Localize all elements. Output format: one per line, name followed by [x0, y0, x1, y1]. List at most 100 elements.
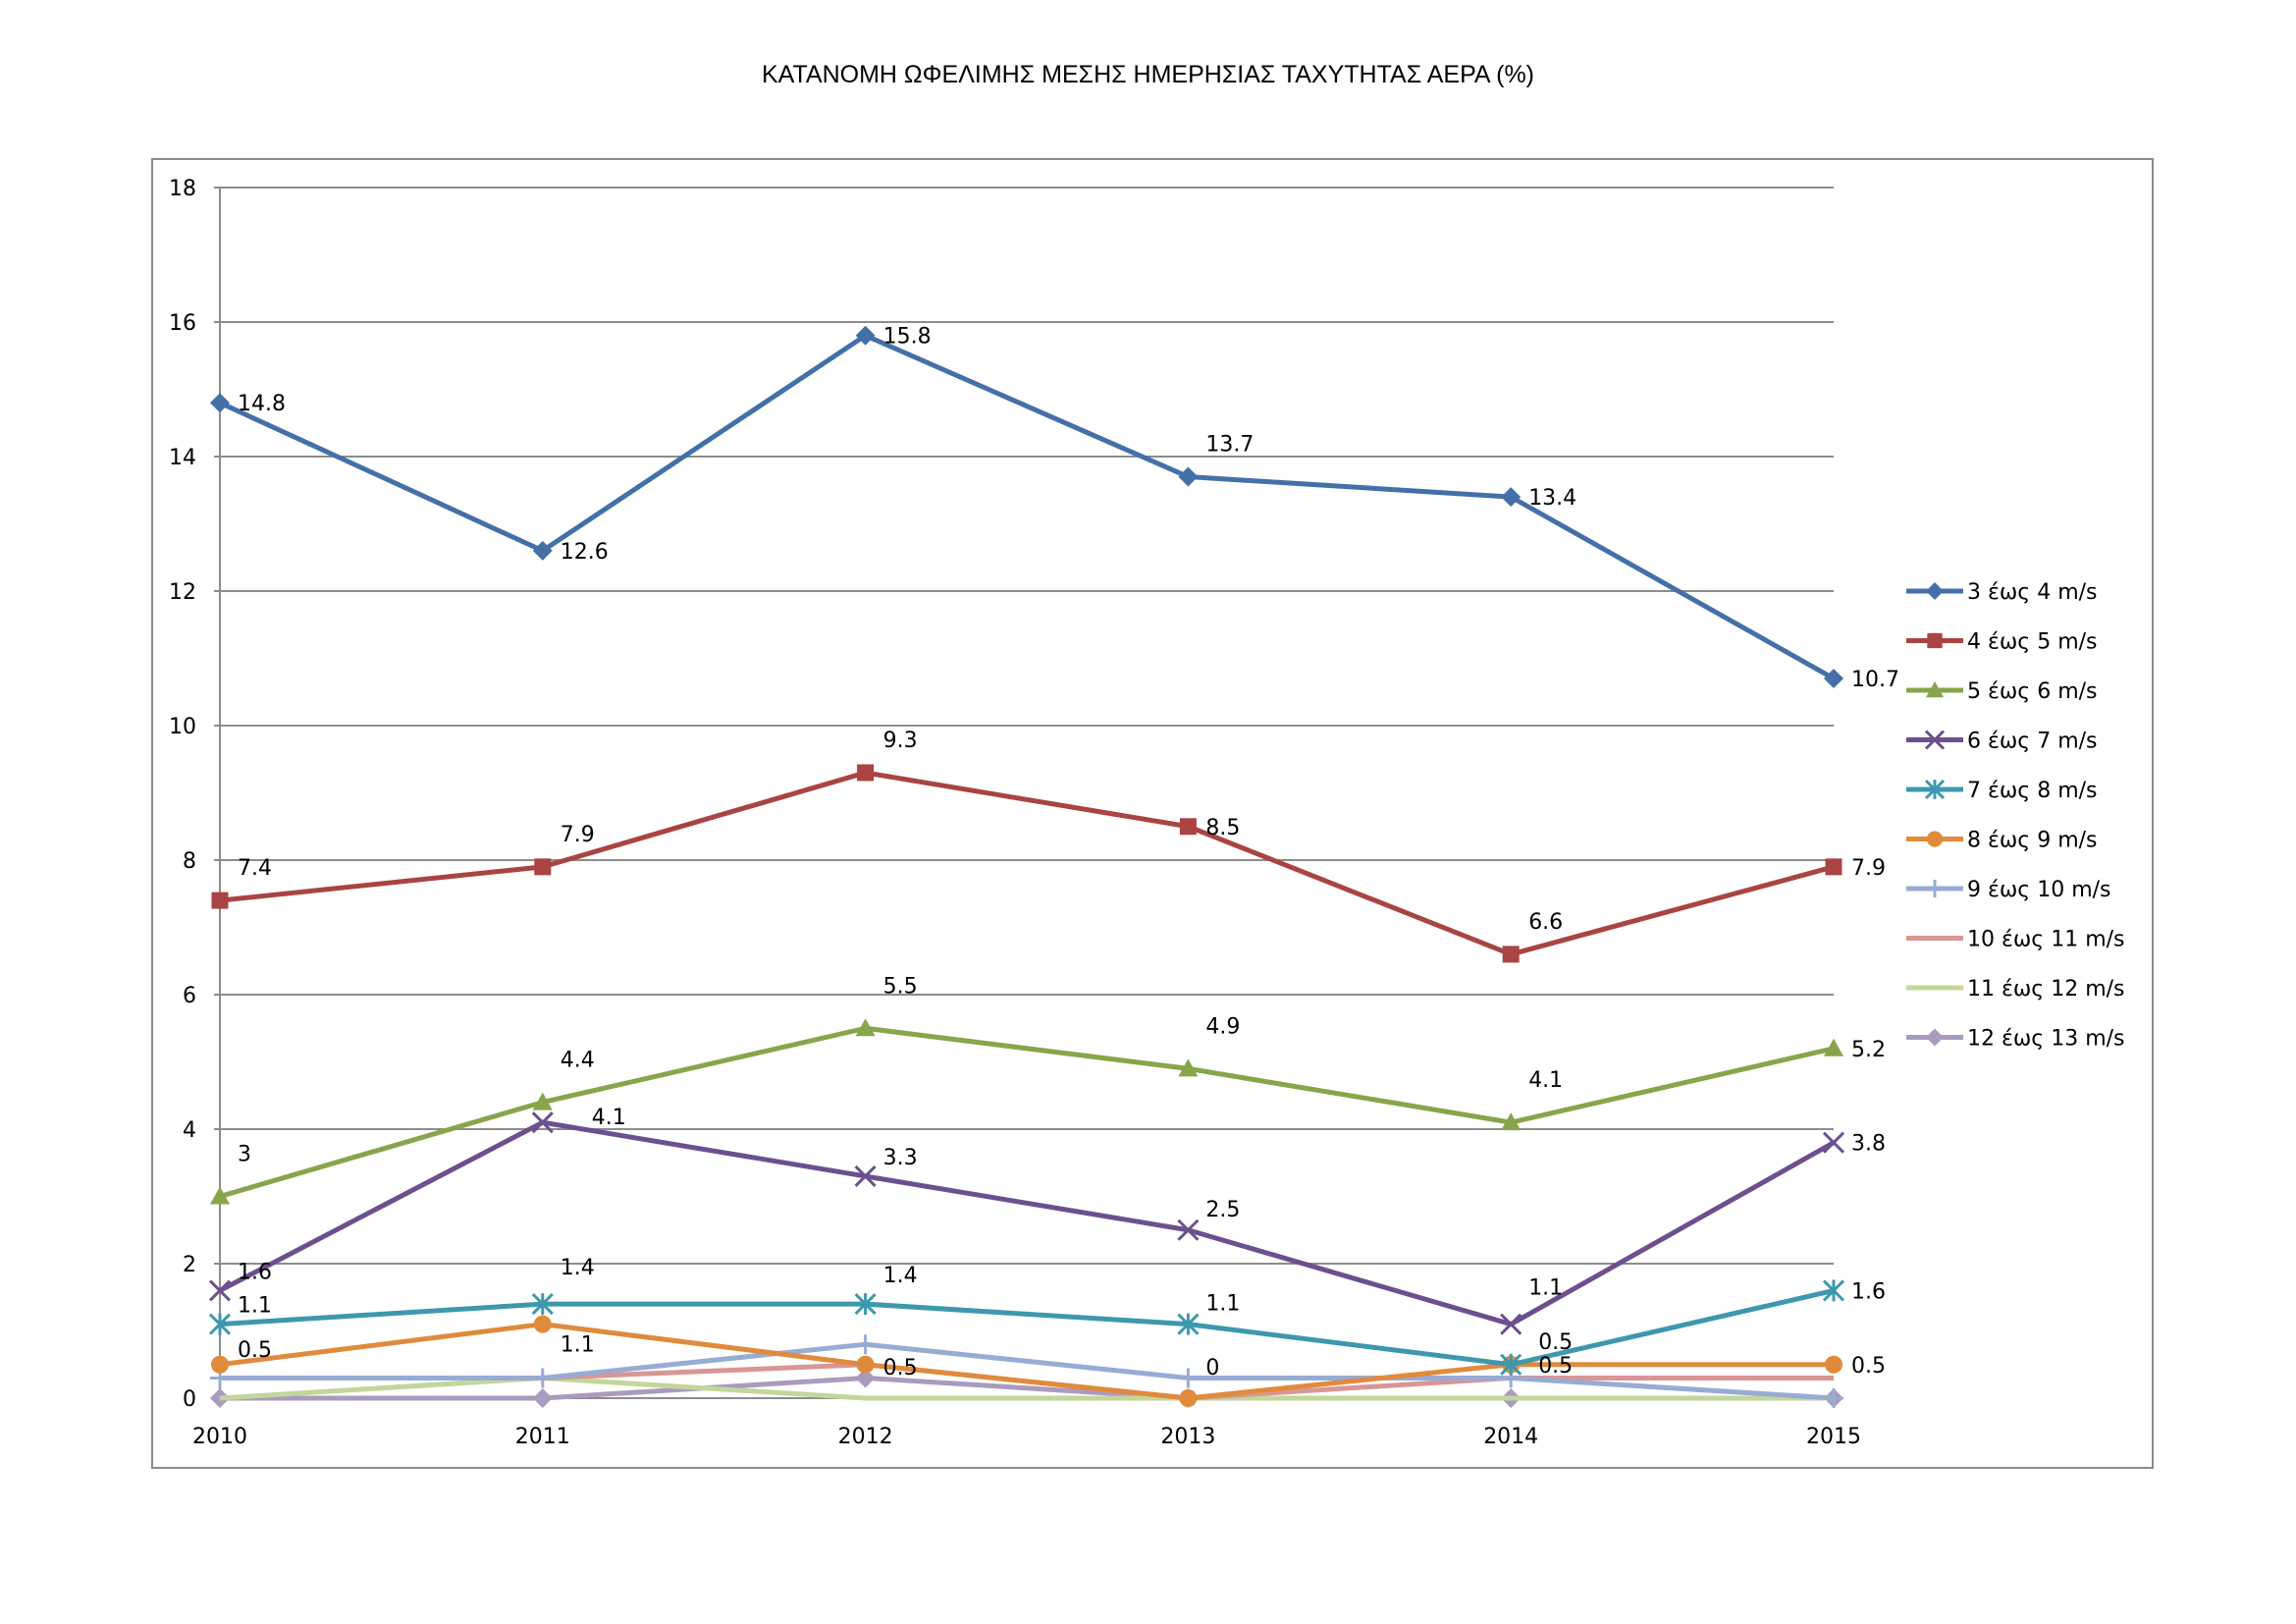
data-label: 13.7: [1205, 433, 1254, 458]
series-line: [218, 333, 1836, 681]
data-point: [1824, 669, 1843, 689]
series-2: [211, 764, 1842, 963]
legend-item: 10 έως 11 m/s: [1906, 928, 2125, 952]
data-point: [1822, 1279, 1845, 1302]
data-point: [1178, 466, 1199, 487]
legend-marker: [1926, 831, 1944, 847]
legend-item: 4 έως 5 m/s: [1906, 630, 2098, 655]
legend-marker: [1927, 632, 1943, 649]
data-point: [1179, 818, 1197, 836]
legend-label: 9 έως 10 m/s: [1967, 878, 2111, 902]
series-9: [219, 1375, 1834, 1401]
data-point: [532, 1388, 553, 1408]
legend-marker: [1926, 681, 1944, 698]
data-label: 8.5: [1205, 816, 1240, 840]
legend-item: 8 έως 9 m/s: [1906, 829, 2098, 853]
y-tick-label: 8: [183, 849, 196, 874]
chart-frame: [151, 158, 2154, 1469]
data-label: 0.5: [1538, 1330, 1573, 1355]
data-label: 13.4: [1528, 486, 1576, 511]
legend-label: 4 έως 5 m/s: [1967, 630, 2098, 655]
data-point: [857, 764, 875, 782]
data-label: 0.5: [883, 1356, 918, 1380]
data-label: 4.4: [561, 1049, 595, 1073]
data-label: 4.1: [1528, 1068, 1563, 1093]
data-label: 1.6: [238, 1260, 272, 1284]
series-10: [210, 1368, 1843, 1408]
data-label: 15.8: [883, 325, 932, 350]
x-tick-label: 2015: [1806, 1425, 1861, 1449]
data-point: [1822, 1131, 1845, 1154]
data-point: [532, 1092, 553, 1110]
data-point: [1501, 1112, 1522, 1131]
data-point: [1501, 487, 1522, 508]
x-tick-label: 2014: [1483, 1425, 1538, 1449]
data-point: [1502, 946, 1520, 963]
x-tick-label: 2011: [515, 1425, 570, 1449]
data-point: [531, 1111, 554, 1134]
y-tick-label: 2: [183, 1253, 196, 1277]
data-point: [1178, 1058, 1199, 1077]
legend-label: 11 έως 12 m/s: [1967, 977, 2125, 1001]
data-point: [1179, 1389, 1198, 1407]
data-label: 1.1: [238, 1294, 272, 1319]
data-label: 12.6: [561, 540, 609, 565]
data-point: [855, 1368, 876, 1388]
data-point: [1500, 1313, 1522, 1335]
data-label: 0.5: [238, 1338, 272, 1363]
series-line: [220, 1341, 1835, 1401]
data-point: [533, 1315, 552, 1333]
data-point: [210, 393, 230, 413]
data-point: [855, 325, 876, 346]
legend-label: 3 έως 4 m/s: [1967, 580, 2098, 605]
data-label: 1.1: [1205, 1292, 1240, 1317]
data-point: [1178, 1368, 1199, 1388]
series-line: [219, 1287, 1835, 1368]
data-point: [532, 1368, 553, 1388]
legend-marker: [1926, 582, 1944, 600]
data-label: 3: [238, 1143, 251, 1167]
data-label: 0: [1205, 1356, 1219, 1380]
data-label: 7.4: [238, 856, 272, 881]
data-label: 9.3: [883, 729, 918, 753]
y-tick-label: 18: [169, 177, 196, 201]
legend: 3 έως 4 m/s 4 έως 5 m/s 5 έως 6 m/s 6 έως 7…: [1906, 580, 2125, 1052]
data-label: 1.1: [561, 1333, 595, 1358]
y-tick-label: 6: [183, 984, 196, 1008]
series-line: [219, 1375, 1834, 1401]
legend-marker: [1926, 1028, 1944, 1047]
y-tick-label: 10: [169, 715, 196, 739]
data-point: [532, 540, 553, 561]
data-label: 0.5: [1851, 1354, 1886, 1379]
series-line: [219, 770, 1835, 957]
series-3: [210, 1018, 1843, 1205]
data-point: [1824, 1388, 1843, 1408]
data-point: [854, 1293, 877, 1316]
series-1: [210, 325, 1843, 689]
x-tick-label: 2012: [838, 1425, 893, 1449]
data-label: 2.5: [1205, 1198, 1240, 1222]
data-point: [531, 1293, 554, 1316]
legend-item: 6 έως 7 m/s: [1906, 730, 2098, 754]
legend-item: 9 έως 10 m/s: [1906, 878, 2111, 902]
data-point: [1500, 1353, 1522, 1376]
data-label: 5.2: [1851, 1038, 1886, 1062]
data-label: 1.1: [1528, 1276, 1563, 1301]
data-point: [210, 1186, 230, 1205]
data-label: 1.6: [1851, 1279, 1886, 1304]
legend-label: 7 έως 8 m/s: [1967, 779, 2098, 803]
data-point: [855, 1018, 876, 1037]
data-point: [534, 858, 552, 876]
series-5: [208, 1279, 1845, 1376]
series-4: [208, 1111, 1845, 1335]
data-label: 1.4: [561, 1256, 595, 1280]
y-tick-label: 12: [169, 580, 196, 605]
series-line: [219, 1322, 1834, 1401]
legend-marker: [1924, 779, 1946, 800]
data-label: 1.4: [883, 1264, 918, 1288]
legend-item: 5 έως 6 m/s: [1906, 679, 2098, 704]
data-point: [855, 1334, 876, 1355]
legend-marker: [1924, 730, 1946, 750]
data-label: 4.1: [592, 1106, 626, 1130]
